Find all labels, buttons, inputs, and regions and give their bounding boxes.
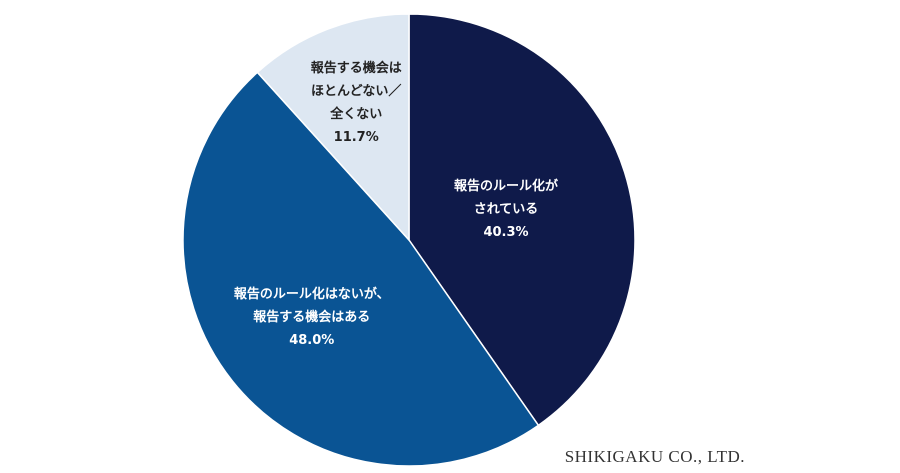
slice-label: 報告のルール化が xyxy=(454,178,558,194)
source: SHIKIGAKU CO., LTD. xyxy=(565,447,745,466)
slice-label: 報告する機会はある xyxy=(253,309,370,325)
value-label: 11.7% xyxy=(334,130,379,145)
slice-label: されている xyxy=(474,202,539,217)
slice-label: 報告する機会は xyxy=(311,60,402,76)
slice-label: 報告のルール化はないが、 xyxy=(234,286,390,302)
value-label: 40.3% xyxy=(483,225,528,240)
slice-label: 全くない xyxy=(329,106,382,122)
pie-slice xyxy=(408,13,636,427)
slice-label: ほとんどない／ xyxy=(311,83,401,99)
pie-slice xyxy=(182,71,540,467)
value-label: 48.0% xyxy=(289,333,334,348)
pie-slice xyxy=(256,13,410,242)
